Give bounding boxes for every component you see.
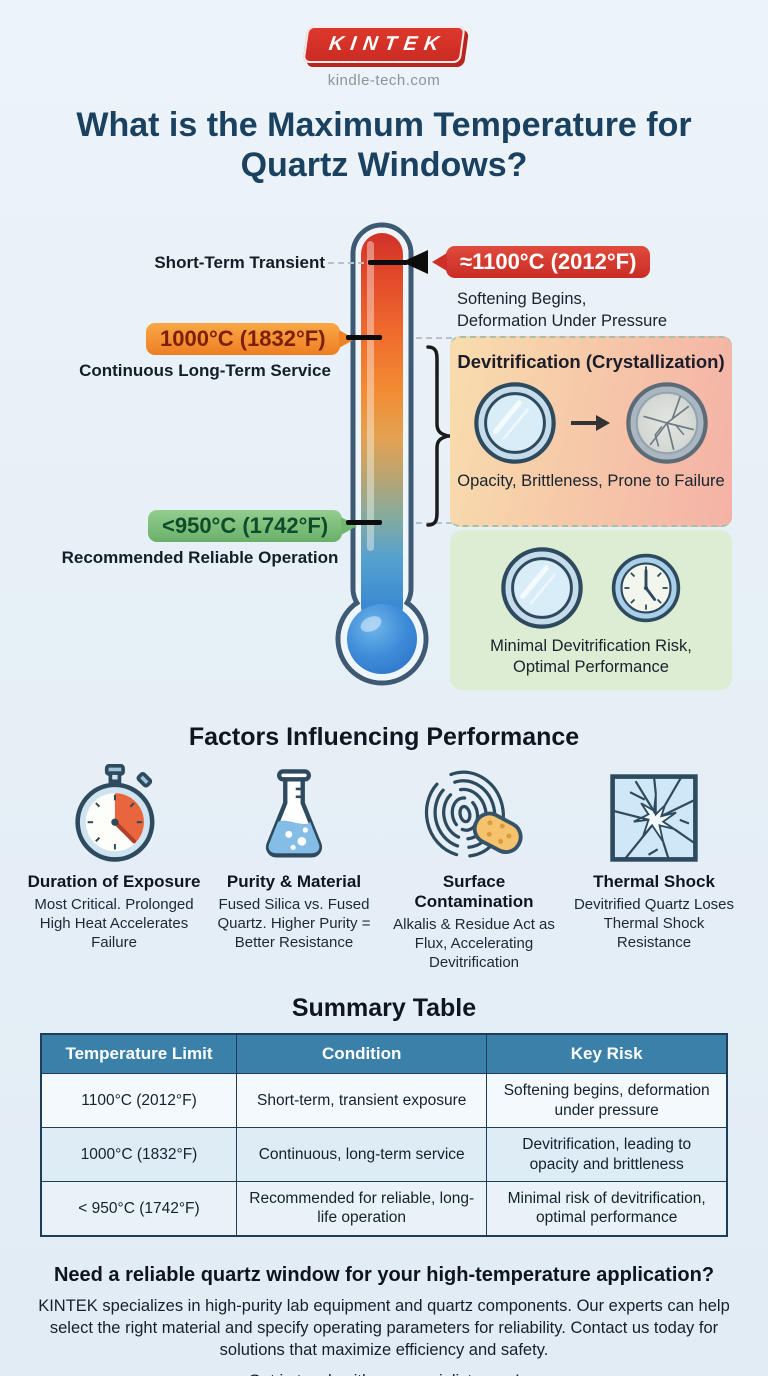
recommended-tick	[346, 520, 382, 526]
factor-duration: Duration of Exposure Most Critical. Prol…	[26, 764, 202, 972]
transient-pointer-icon	[402, 250, 428, 275]
cell-risk: Softening begins, deformation under pres…	[486, 1073, 728, 1129]
cell-condition: Recommended for reliable, long-life oper…	[235, 1180, 488, 1237]
page-title: What is the Maximum Temperature for Quar…	[76, 106, 692, 185]
factor-thermal-shock: Thermal Shock Devitrified Quartz Loses T…	[566, 764, 742, 972]
footer-body: KINTEK specializes in high-purity lab eq…	[38, 1296, 730, 1359]
transient-dash	[328, 262, 364, 265]
col-condition: Condition	[235, 1033, 488, 1075]
cell-temp: < 950°C (1742°F)	[40, 1180, 237, 1237]
table-row: 1000°C (1832°F) Continuous, long-term se…	[40, 1127, 728, 1182]
thermometer-diagram: Short-Term Transient ≈1100°C (2012°F) So…	[0, 221, 768, 695]
continuous-tick	[346, 335, 382, 341]
clear-window-icon	[473, 381, 557, 465]
kintek-logo: KINTEK	[302, 26, 466, 63]
cell-risk: Minimal risk of devitrification, optimal…	[486, 1180, 728, 1237]
transient-tick	[368, 260, 408, 266]
devitrification-title: Devitrification (Crystallization)	[457, 351, 725, 373]
cell-condition: Short-term, transient exposure	[235, 1073, 488, 1129]
cell-risk: Devitrification, leading to opacity and …	[486, 1127, 728, 1182]
factor-title: Duration of Exposure	[27, 872, 201, 892]
factor-title: Thermal Shock	[593, 872, 715, 892]
footer-headline: Need a reliable quartz window for your h…	[53, 1263, 715, 1286]
website-text: kindle-tech.com	[327, 72, 441, 89]
continuous-label: Continuous Long-Term Service	[79, 361, 331, 381]
cell-condition: Continuous, long-term service	[235, 1127, 488, 1182]
safe-operation-caption: Minimal Devitrification Risk, Optimal Pe…	[490, 637, 692, 676]
thermometer-icon	[335, 222, 429, 686]
transient-label: Short-Term Transient	[154, 253, 325, 273]
summary-table-heading: Summary Table	[291, 994, 477, 1023]
factor-description: Devitrified Quartz Loses Thermal Shock R…	[573, 896, 735, 951]
header: KINTEK kindle-tech.com	[0, 0, 768, 89]
continuous-badge: 1000°C (1832°F)	[146, 323, 355, 355]
summary-table: Temperature Limit Condition Key Risk 110…	[40, 1033, 728, 1237]
factor-purity: Purity & Material Fused Silica vs. Fused…	[206, 764, 382, 972]
arrow-right-icon	[571, 415, 610, 432]
safe-operation-panel: Minimal Devitrification Risk, Optimal Pe…	[450, 530, 732, 691]
devitrified-window-icon	[625, 381, 709, 465]
factor-description: Most Critical. Prolonged High Heat Accel…	[34, 896, 194, 951]
table-row: 1100°C (2012°F) Short-term, transient ex…	[40, 1073, 728, 1129]
devitrification-panel: Devitrification (Crystallization) Opacit…	[450, 336, 732, 528]
footer: Need a reliable quartz window for your h…	[0, 1264, 768, 1376]
factors-row: Duration of Exposure Most Critical. Prol…	[0, 764, 768, 972]
clear-window-icon	[500, 546, 584, 630]
recommended-badge: <950°C (1742°F)	[148, 510, 358, 542]
table-header-row: Temperature Limit Condition Key Risk	[40, 1033, 728, 1075]
factors-heading: Factors Influencing Performance	[188, 723, 580, 752]
devitrification-caption: Opacity, Brittleness, Prone to Failure	[457, 472, 725, 491]
transient-badge-tail	[432, 252, 447, 271]
factor-title: Surface Contamination	[414, 872, 534, 912]
clock-icon	[611, 554, 681, 623]
panel-dash-top	[416, 337, 452, 340]
factor-title: Purity & Material	[226, 872, 362, 892]
cell-temp: 1000°C (1832°F)	[40, 1127, 237, 1182]
table-row: < 950°C (1742°F) Recommended for reliabl…	[40, 1180, 728, 1237]
cell-temp: 1100°C (2012°F)	[40, 1073, 237, 1129]
shattered-glass-icon	[610, 774, 698, 862]
transient-badge: ≈1100°C (2012°F)	[432, 246, 651, 278]
recommended-label: Recommended Reliable Operation	[61, 548, 339, 568]
fingerprint-icon	[424, 770, 523, 858]
col-key-risk: Key Risk	[486, 1033, 728, 1075]
col-temperature-limit: Temperature Limit	[40, 1033, 237, 1075]
factor-contamination: Surface Contamination Alkalis & Residue …	[386, 764, 562, 972]
footer-cta: Get in touch with our specialists now!	[36, 1372, 732, 1376]
factor-description: Alkalis & Residue Act as Flux, Accelerat…	[393, 916, 555, 971]
flask-icon	[265, 769, 323, 858]
factor-description: Fused Silica vs. Fused Quartz. Higher Pu…	[217, 896, 371, 951]
stopwatch-icon	[75, 764, 155, 862]
transient-caption: Softening Begins, Deformation Under Pres…	[457, 290, 668, 330]
